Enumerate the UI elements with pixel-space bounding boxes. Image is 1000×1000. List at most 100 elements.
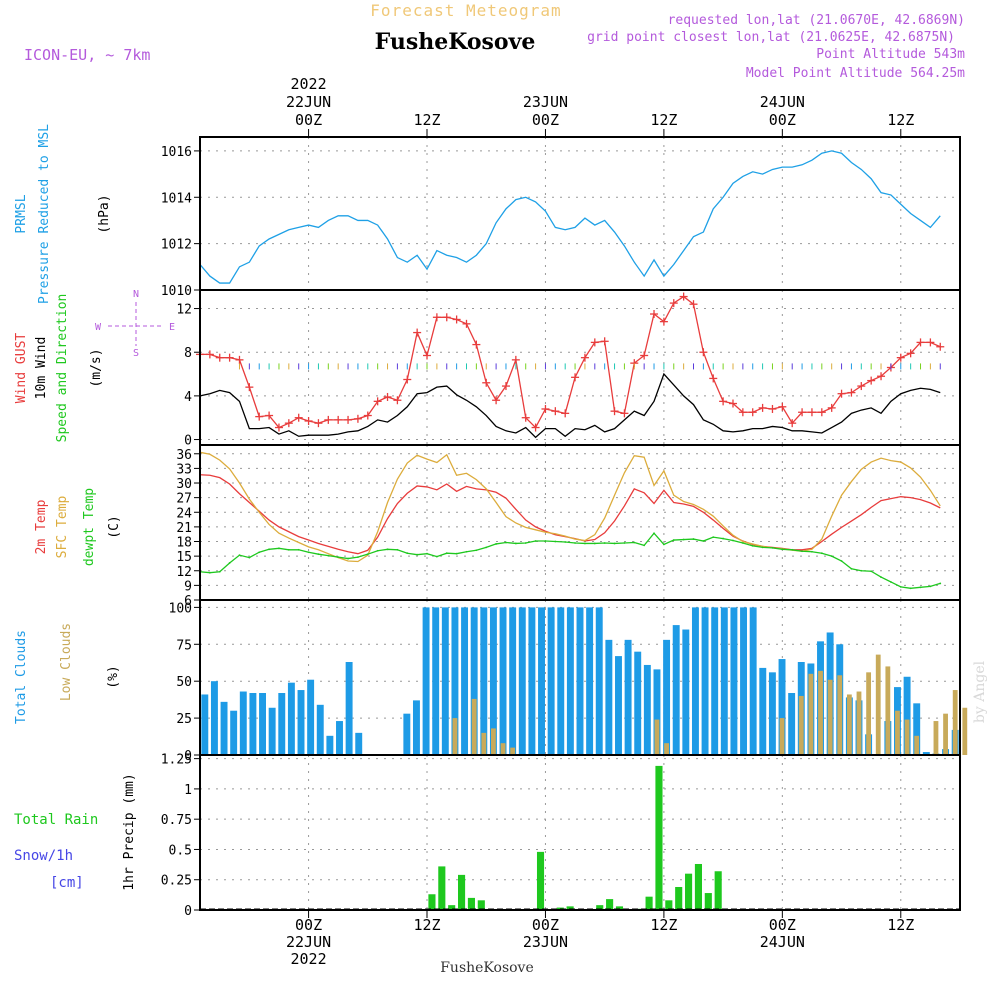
bar [904,719,910,755]
y-tick-label: 25 [176,712,192,727]
gust-marker [265,411,274,420]
top-time-label: 12Z [413,111,440,129]
gust-marker [492,396,501,405]
dewpt-point [939,582,942,585]
dewpt-point [258,551,261,554]
bar [685,873,693,910]
bar [866,672,872,755]
gust-marker [728,399,737,408]
bar [922,752,930,755]
gust-marker [274,423,283,432]
bar [759,667,767,755]
gust-marker [363,411,372,420]
label-temp-unit: (C) [107,515,122,538]
bar [441,607,449,755]
bar [837,675,843,755]
dewpt-point [297,548,300,551]
model-label: ICON-EU, ~ 7km [24,46,150,64]
gust-marker [847,388,856,397]
dewpt-point [218,570,221,573]
dewpt-point [416,553,419,556]
bar [458,874,466,910]
top-time-label: 00Z [295,111,322,129]
y-tick-label: 21 [176,521,192,536]
bar [675,886,683,910]
gust-marker [650,310,659,319]
dewpt-point [751,544,754,547]
dewpt-point [347,557,349,560]
bar [768,672,776,755]
gust-marker [798,408,807,417]
bar [249,693,257,755]
label-rain-axis: 1hr Precip (mm) [122,773,137,890]
bar [903,676,911,755]
gust-marker [324,415,333,424]
gust-marker [926,338,935,347]
bar [749,607,757,755]
gust-marker [531,423,540,432]
y-tick-label: 0 [184,904,192,919]
dewpt-point [613,542,616,545]
bar [586,607,594,755]
gust-marker [857,382,866,391]
dewpt-point [357,556,359,559]
gust-marker [936,342,945,351]
gust-marker [393,396,402,405]
bar [596,905,604,910]
dewpt-point [623,542,626,544]
bar [239,691,247,755]
dewpt-point [317,553,320,556]
gust-marker [413,328,422,337]
dewpt-point [485,546,488,549]
bar [672,625,680,755]
bar [509,607,517,755]
bar [664,743,669,755]
gust-marker [679,292,688,301]
bar [510,747,516,755]
bar [798,695,804,755]
bar [412,700,420,755]
bar [536,851,545,910]
bar [779,718,785,755]
dewpt-point [771,546,774,549]
gust-marker [778,402,787,411]
bar [528,607,536,755]
bar [278,693,286,755]
gust-marker [432,313,441,322]
bar [913,703,921,755]
gust-marker [867,376,876,385]
gust-marker [738,408,747,417]
bar [230,710,238,755]
gust-marker [580,353,589,362]
bar [210,681,218,755]
bar [428,894,436,910]
bar [576,607,584,755]
dewpt-point [643,544,646,547]
y-tick-label: 9 [184,579,192,594]
compass-rose: N S W E [95,289,175,359]
gust-marker [768,404,777,413]
label-snow: Snow/1h [14,848,73,864]
bar [491,728,496,755]
dewpt-point [919,586,922,589]
dewpt-point [850,567,853,570]
top-time-label: 23JUN [523,93,568,111]
bar [634,651,642,755]
dewpt-point [761,546,764,549]
dewpt-point [406,552,409,555]
bar [624,639,632,755]
gust-marker [235,355,244,364]
dewpt-point [781,548,784,551]
label-cloud-low: Low Clouds [59,623,74,701]
bar [846,694,852,755]
bar [730,607,738,755]
gust-marker [442,313,451,322]
y-tick-label: 1.25 [161,753,192,768]
footer-station: FusheKosove [440,960,534,976]
y-tick-label: 30 [176,477,192,492]
requested-coords: requested lon,lat (21.0670E, 42.6869N) [668,13,965,28]
bottom-time-label: 12Z [887,916,914,934]
y-tick-label: 0.5 [169,843,192,858]
bar [914,735,920,755]
